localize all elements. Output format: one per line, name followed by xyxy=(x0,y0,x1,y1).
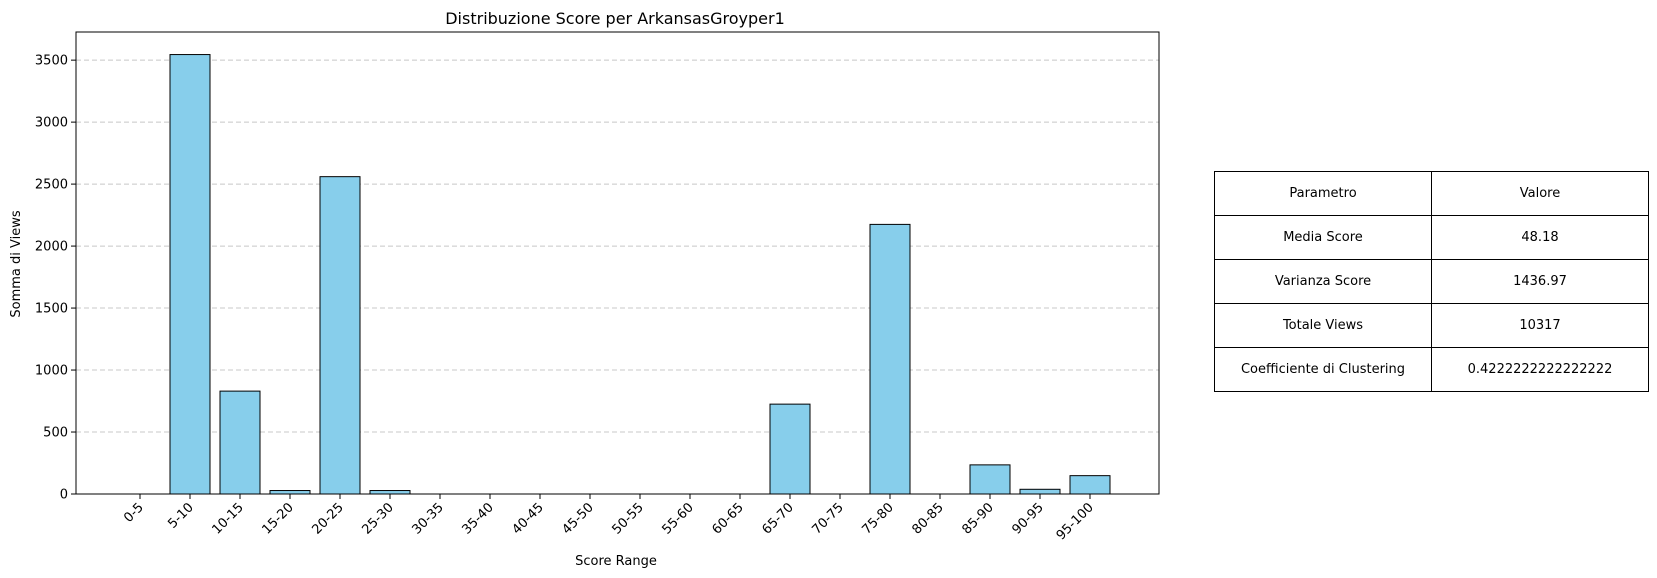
x-tick-label: 30-35 xyxy=(410,500,447,537)
table-cell-value: 48.18 xyxy=(1431,215,1649,260)
bar xyxy=(269,490,311,495)
table-row: Varianza Score 1436.97 xyxy=(1214,259,1649,304)
table-header-value: Valore xyxy=(1431,171,1649,216)
x-tick-label: 15-20 xyxy=(260,500,297,537)
x-tick-label: 70-75 xyxy=(810,500,847,537)
y-tick-label: 3500 xyxy=(35,54,68,69)
y-tick-label: 2500 xyxy=(35,178,68,193)
table-header-param: Parametro xyxy=(1214,171,1432,216)
x-tick-label: 65-70 xyxy=(760,500,797,537)
table-cell-param: Totale Views xyxy=(1214,303,1432,348)
bar xyxy=(319,176,361,495)
y-tick-label: 1000 xyxy=(35,364,68,379)
chart-title: Distribuzione Score per ArkansasGroyper1 xyxy=(445,9,785,28)
x-tick-label: 60-65 xyxy=(710,500,747,537)
x-axis-ticks: 0-5 5-10 10-15 15-20 20-25 25-30 30-35 35-40 40-… xyxy=(121,494,1097,543)
x-tick-label: 5-10 xyxy=(165,500,196,531)
x-tick-label: 95-100 xyxy=(1054,500,1097,543)
plot-frame xyxy=(75,31,1160,495)
y-tick-label: 1500 xyxy=(35,302,68,317)
y-axis-label: Somma di Views xyxy=(9,210,24,317)
table-cell-param: Varianza Score xyxy=(1214,259,1432,304)
x-tick-label: 20-25 xyxy=(310,500,347,537)
bars xyxy=(169,54,1111,495)
table-cell-param: Coefficiente di Clustering xyxy=(1214,347,1432,392)
grid-lines xyxy=(76,59,1159,433)
table-cell-param: Media Score xyxy=(1214,215,1432,260)
x-axis-label: Score Range xyxy=(575,554,657,569)
y-tick-label: 500 xyxy=(43,426,68,441)
bar xyxy=(969,464,1011,495)
bar xyxy=(1069,475,1111,495)
x-tick-label: 90-95 xyxy=(1010,500,1047,537)
y-tick-label: 2000 xyxy=(35,240,68,255)
y-axis-ticks: 0 500 1000 1500 2000 2500 3000 3500 xyxy=(35,54,76,503)
table-cell-value: 10317 xyxy=(1431,303,1649,348)
table-cell-value: 1436.97 xyxy=(1431,259,1649,304)
x-tick-label: 0-5 xyxy=(121,500,147,526)
table-row: Media Score 48.18 xyxy=(1214,215,1649,260)
table-row: Totale Views 10317 xyxy=(1214,303,1649,348)
x-tick-label: 35-40 xyxy=(460,500,497,537)
x-tick-label: 40-45 xyxy=(510,500,547,537)
x-tick-label: 25-30 xyxy=(360,500,397,537)
table-header-row: Parametro Valore xyxy=(1214,171,1649,216)
bar xyxy=(1019,488,1061,495)
stats-table: Parametro Valore Media Score 48.18 Varia… xyxy=(1214,171,1649,392)
x-tick-label: 85-90 xyxy=(960,500,997,537)
bar xyxy=(869,223,911,495)
x-tick-label: 55-60 xyxy=(660,500,697,537)
bar xyxy=(769,403,811,495)
x-tick-label: 10-15 xyxy=(210,500,247,537)
bar xyxy=(219,390,261,495)
y-tick-label: 0 xyxy=(60,488,68,503)
x-tick-label: 80-85 xyxy=(910,500,947,537)
bar xyxy=(369,490,411,495)
x-tick-label: 75-80 xyxy=(860,500,897,537)
table-row: Coefficiente di Clustering 0.42222222222… xyxy=(1214,347,1649,392)
y-tick-label: 3000 xyxy=(35,116,68,131)
x-tick-label: 45-50 xyxy=(560,500,597,537)
x-tick-label: 50-55 xyxy=(610,500,647,537)
bar xyxy=(169,54,211,495)
table-cell-value: 0.4222222222222222 xyxy=(1431,347,1649,392)
